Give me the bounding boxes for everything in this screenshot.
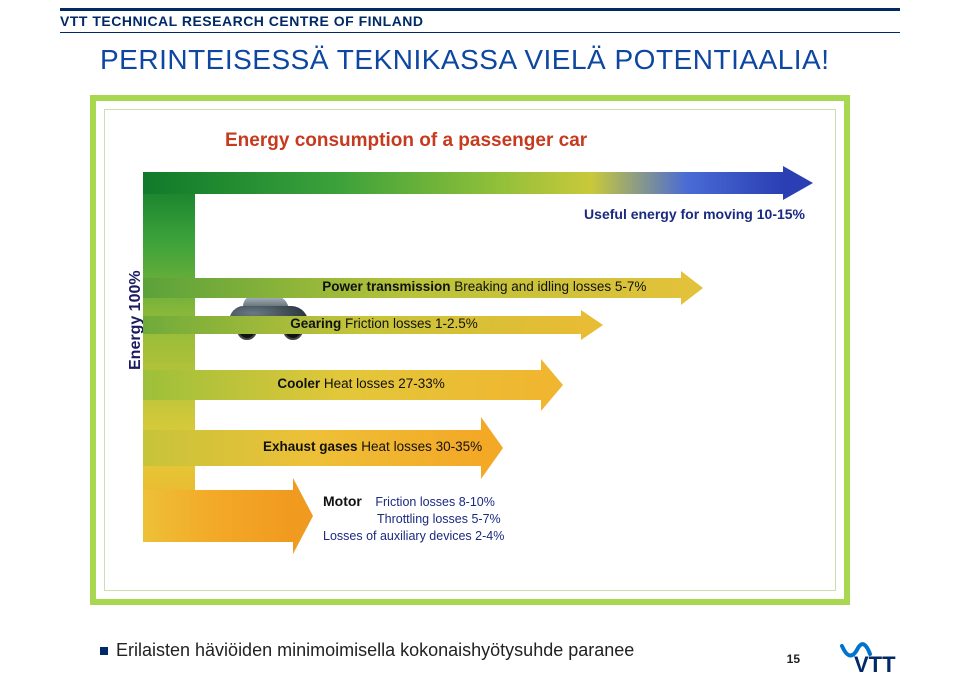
- loss-label-exhaust: Exhaust gases Heat losses 30-35%: [263, 439, 482, 454]
- loss-arrow-head: [481, 417, 503, 479]
- org-name: VTT TECHNICAL RESEARCH CENTRE OF FINLAND: [60, 13, 424, 29]
- motor-label: Motor: [323, 492, 362, 511]
- loss-label-power_transmission: Power transmission Breaking and idling l…: [322, 279, 646, 294]
- useful-energy-label: Useful energy for moving 10-15%: [584, 206, 805, 222]
- loss-label-gearing: Gearing Friction losses 1-2.5%: [290, 316, 478, 331]
- loss-label-bold: Gearing: [290, 316, 345, 331]
- loss-label-bold: Exhaust gases: [263, 439, 361, 454]
- loss-label-rest: Breaking and idling losses 5-7%: [454, 279, 646, 294]
- motor-loss-line-1: Friction losses 8-10%: [375, 495, 495, 509]
- useful-energy-arrow: [143, 172, 813, 194]
- loss-label-cooler: Cooler Heat losses 27-33%: [277, 376, 444, 391]
- vtt-logo-text: VTT: [854, 652, 896, 676]
- motor-arrow-head: [293, 478, 313, 554]
- page-number: 15: [787, 652, 800, 666]
- energy-input-base: [143, 172, 195, 542]
- vtt-logo: VTT: [840, 636, 930, 676]
- motor-arrow-body: [143, 490, 293, 542]
- motor-arrow: [143, 490, 313, 542]
- motor-loss-line-3: Losses of auxiliary devices 2-4%: [323, 529, 504, 543]
- chart-title: Energy consumption of a passenger car: [225, 130, 587, 152]
- loss-label-rest: Heat losses 30-35%: [361, 439, 482, 454]
- loss-label-bold: Power transmission: [322, 279, 454, 294]
- loss-label-bold: Cooler: [277, 376, 324, 391]
- chart-frame: Energy consumption of a passenger car En…: [90, 95, 850, 605]
- loss-arrow-head: [581, 310, 603, 340]
- motor-loss-line-2: Throttling losses 5-7%: [377, 511, 501, 528]
- page-header: VTT TECHNICAL RESEARCH CENTRE OF FINLAND: [60, 8, 900, 33]
- useful-energy-arrow-head: [783, 166, 813, 200]
- bullet-note: Erilaisten häviöiden minimoimisella koko…: [100, 640, 634, 661]
- loss-label-rest: Heat losses 27-33%: [324, 376, 445, 391]
- loss-arrow-head: [541, 359, 563, 411]
- motor-losses-block: Motor Friction losses 8-10% Throttling l…: [323, 492, 504, 545]
- loss-label-rest: Friction losses 1-2.5%: [345, 316, 478, 331]
- loss-arrow-head: [681, 271, 703, 305]
- useful-energy-arrow-body: [143, 172, 783, 194]
- chart-area: Energy consumption of a passenger car En…: [104, 109, 836, 591]
- page-title: PERINTEISESSÄ TEKNIKASSA VIELÄ POTENTIAA…: [100, 44, 830, 76]
